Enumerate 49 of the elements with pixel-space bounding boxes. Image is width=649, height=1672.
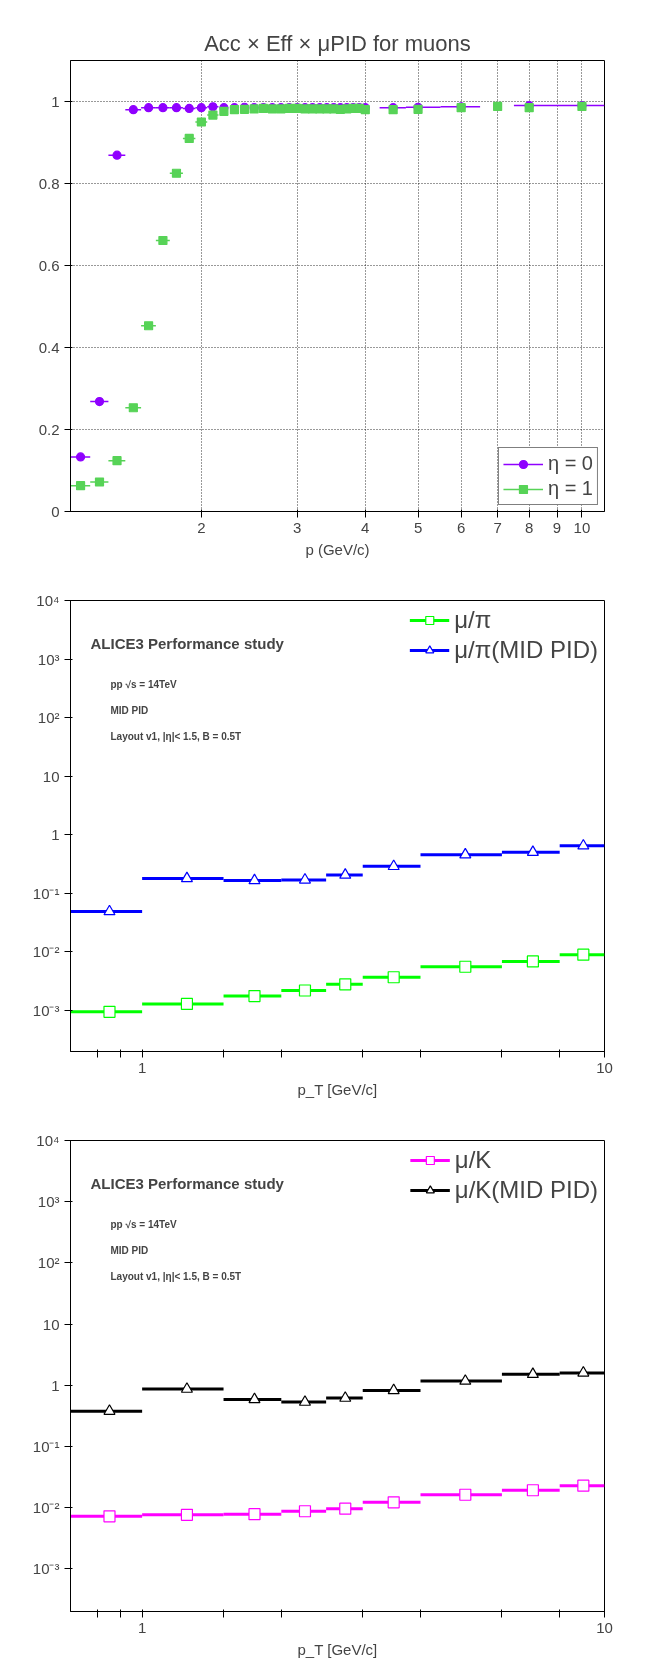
legend-label: η = 0 bbox=[547, 452, 593, 475]
y-tick-label: 10² bbox=[37, 1254, 60, 1272]
y-tick-label: 10³ bbox=[37, 1193, 60, 1211]
y-tick-label: 10⁴ bbox=[36, 592, 60, 609]
y-tick-label: 10⁻³ bbox=[32, 1002, 60, 1020]
y-tick-label: 10² bbox=[37, 709, 60, 727]
y-tick-label: 0.8 bbox=[38, 174, 60, 192]
y-tick-label: 1 bbox=[51, 826, 60, 844]
y-tick-label: 10⁴ bbox=[36, 1132, 60, 1149]
y-tick-label: 0.6 bbox=[38, 256, 60, 274]
annotation: Layout v1, |η|< 1.5, B = 0.5T bbox=[110, 730, 242, 742]
legend-label: μ/K(MID PID) bbox=[454, 1176, 598, 1204]
y-tick-label: 10⁻² bbox=[32, 1499, 60, 1517]
x-axis-title: p (GeV/c) bbox=[305, 540, 370, 558]
legend-label: μ/K bbox=[454, 1146, 492, 1174]
annotation: ALICE3 Performance study bbox=[90, 1174, 285, 1192]
y-tick-label: 10⁻³ bbox=[32, 1560, 60, 1578]
x-axis-title: p_T [GeV/c] bbox=[297, 1080, 378, 1098]
annotation: ALICE3 Performance study bbox=[90, 634, 285, 652]
x-axis-title: p_T [GeV/c] bbox=[297, 1640, 378, 1658]
annotation: Layout v1, |η|< 1.5, B = 0.5T bbox=[110, 1270, 242, 1282]
x-tick-label: 9 bbox=[552, 518, 562, 536]
x-tick-label: 5 bbox=[413, 518, 423, 536]
y-tick-label: 0.4 bbox=[38, 338, 60, 356]
y-tick-label: 10 bbox=[42, 1315, 60, 1333]
x-tick-label: 3 bbox=[293, 518, 302, 536]
y-tick-label: 10⁻¹ bbox=[32, 1437, 60, 1455]
x-tick-label: 8 bbox=[525, 518, 534, 536]
x-tick-label: 4 bbox=[361, 518, 370, 536]
annotation: pp √s = 14TeV bbox=[110, 678, 177, 690]
x-tick-label: 2 bbox=[197, 518, 206, 536]
y-tick-label: 10⁻¹ bbox=[32, 884, 60, 902]
y-tick-label: 1 bbox=[51, 1376, 60, 1394]
x-tick-label: 10 bbox=[573, 518, 591, 536]
x-tick-label: 6 bbox=[456, 518, 466, 536]
annotation: MID PID bbox=[110, 704, 149, 716]
annotation: pp √s = 14TeV bbox=[110, 1218, 177, 1230]
y-tick-label: 10³ bbox=[37, 650, 60, 668]
x-tick-label: 7 bbox=[493, 518, 502, 536]
legend-label: μ/π bbox=[454, 606, 492, 634]
y-tick-label: 10⁻² bbox=[32, 943, 60, 961]
y-tick-label: 0.2 bbox=[38, 420, 60, 438]
legend-label: η = 1 bbox=[547, 477, 593, 500]
legend-label: μ/π(MID PID) bbox=[454, 636, 598, 664]
y-tick-label: 10 bbox=[42, 767, 60, 785]
y-tick-label: 0 bbox=[51, 502, 60, 520]
chart-title: Acc × Eff × μPID for muons bbox=[204, 30, 471, 56]
annotation: MID PID bbox=[110, 1244, 149, 1256]
y-tick-label: 1 bbox=[51, 92, 60, 110]
